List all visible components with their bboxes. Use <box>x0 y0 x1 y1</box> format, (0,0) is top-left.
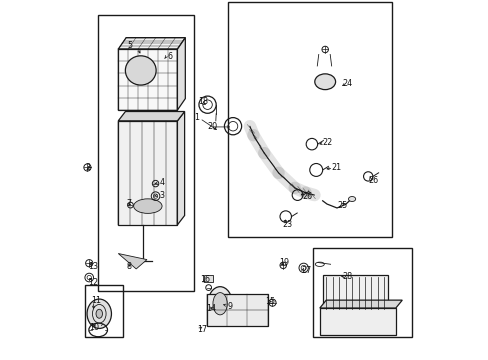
Text: 4: 4 <box>159 178 164 187</box>
Polygon shape <box>118 49 177 110</box>
Ellipse shape <box>314 74 335 90</box>
Polygon shape <box>118 38 185 49</box>
Text: 26: 26 <box>367 176 378 185</box>
Text: 16: 16 <box>199 275 209 284</box>
Text: 6: 6 <box>167 52 172 61</box>
Text: 5: 5 <box>127 41 132 50</box>
Text: 13: 13 <box>88 262 98 271</box>
Bar <box>204 275 212 282</box>
Polygon shape <box>319 300 402 308</box>
Polygon shape <box>118 253 147 269</box>
Text: 25: 25 <box>337 201 347 210</box>
Bar <box>319 308 395 335</box>
Bar <box>322 275 387 311</box>
Polygon shape <box>177 38 185 110</box>
Text: 22: 22 <box>322 138 332 147</box>
Text: 20: 20 <box>207 122 217 131</box>
Ellipse shape <box>212 293 227 315</box>
Polygon shape <box>118 112 184 121</box>
Text: 9: 9 <box>227 302 232 311</box>
Ellipse shape <box>96 309 102 318</box>
Ellipse shape <box>207 287 232 321</box>
Text: 7: 7 <box>126 199 131 208</box>
Text: 23: 23 <box>282 220 292 229</box>
Text: 12: 12 <box>88 278 98 287</box>
Text: 18: 18 <box>198 97 208 106</box>
Text: 1: 1 <box>194 113 199 122</box>
Text: 27: 27 <box>301 266 311 275</box>
Text: 24: 24 <box>342 79 352 88</box>
Polygon shape <box>118 121 177 225</box>
Text: 8: 8 <box>126 262 131 271</box>
Ellipse shape <box>87 299 111 328</box>
Text: 21: 21 <box>330 163 341 172</box>
Bar <box>98 15 194 291</box>
Text: 26: 26 <box>301 192 311 201</box>
Text: 15: 15 <box>265 297 275 306</box>
Text: 3: 3 <box>159 191 164 200</box>
Text: 10: 10 <box>89 323 100 332</box>
Ellipse shape <box>348 197 355 202</box>
Text: 11: 11 <box>91 296 101 305</box>
Bar <box>85 285 122 337</box>
Ellipse shape <box>133 199 162 213</box>
Bar <box>228 3 391 237</box>
Polygon shape <box>177 112 184 225</box>
Text: 14: 14 <box>205 303 215 312</box>
Ellipse shape <box>125 56 156 85</box>
Bar <box>312 248 411 337</box>
Text: 19: 19 <box>279 258 289 267</box>
Text: 2: 2 <box>85 163 90 172</box>
Bar <box>206 294 267 326</box>
Text: 28: 28 <box>341 272 351 281</box>
Text: 17: 17 <box>197 325 207 334</box>
